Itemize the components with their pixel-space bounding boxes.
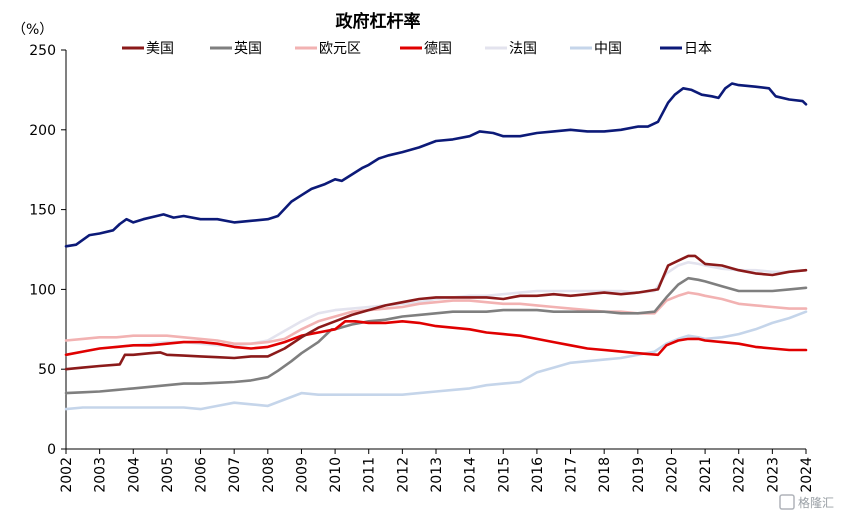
- series-line: [64, 276, 808, 395]
- legend-label: 中国: [594, 41, 622, 57]
- legend-label: 英国: [234, 40, 262, 57]
- x-tick-label: 2016: [530, 457, 546, 493]
- legend-label: 美国: [146, 41, 174, 57]
- series-line: [64, 320, 808, 357]
- x-tick-label: 2015: [496, 457, 512, 493]
- series-line: [64, 261, 808, 357]
- x-axis: 2002 2003 2004 2005 2006 2007 2008 2009 2010 2011…: [59, 448, 815, 493]
- x-tick-label: 2018: [597, 457, 613, 493]
- series-line: [64, 291, 808, 345]
- watermark: 格隆汇: [779, 494, 834, 510]
- y-tick-label: 100: [29, 282, 56, 298]
- x-tick-label: 2011: [362, 457, 378, 493]
- x-tick-label: 2021: [698, 457, 714, 493]
- x-tick-label: 2017: [564, 457, 580, 493]
- y-tick-label: 250: [29, 43, 56, 59]
- watermark-text: 格隆汇: [798, 495, 834, 510]
- series-group: [64, 82, 808, 411]
- x-tick-label: 2008: [261, 457, 277, 493]
- y-axis: 0 50 100 150 200 250: [29, 43, 67, 458]
- legend-label: 德国: [424, 41, 452, 57]
- x-tick-label: 2006: [194, 457, 210, 493]
- x-tick-label: 2024: [799, 457, 815, 493]
- series-line: [64, 310, 808, 411]
- x-tick-label: 2010: [328, 457, 344, 493]
- x-tick-label: 2023: [765, 457, 781, 493]
- x-tick-label: 2009: [294, 457, 310, 493]
- y-tick-label: 50: [38, 362, 56, 378]
- x-tick-label: 2019: [631, 457, 647, 493]
- x-tick-label: 2022: [732, 457, 748, 493]
- x-tick-label: 2005: [160, 457, 176, 493]
- x-tick-label: 2013: [429, 457, 445, 493]
- x-tick-label: 2014: [463, 457, 479, 493]
- y-tick-label: 0: [47, 442, 56, 458]
- y-tick-label: 150: [29, 203, 56, 219]
- x-tick-label: 2012: [395, 457, 411, 493]
- legend: 美国 英国 欧元区 德国 法国 中国 日本: [122, 40, 712, 57]
- watermark-logo-icon: [779, 494, 795, 510]
- series-line: [64, 254, 808, 371]
- x-tick-label: 2007: [227, 457, 243, 493]
- legend-label: 日本: [684, 41, 712, 57]
- series-line: [64, 82, 808, 248]
- x-tick-label: 2020: [664, 457, 680, 493]
- y-tick-label: 200: [29, 123, 56, 139]
- y-axis-label: （%）: [12, 22, 53, 38]
- legend-label: 欧元区: [319, 41, 361, 57]
- legend-label: 法国: [509, 41, 537, 57]
- x-tick-label: 2004: [126, 457, 142, 493]
- x-tick-label: 2002: [59, 457, 75, 493]
- x-tick-label: 2003: [93, 457, 109, 493]
- chart-title: 政府杠杆率: [336, 11, 421, 32]
